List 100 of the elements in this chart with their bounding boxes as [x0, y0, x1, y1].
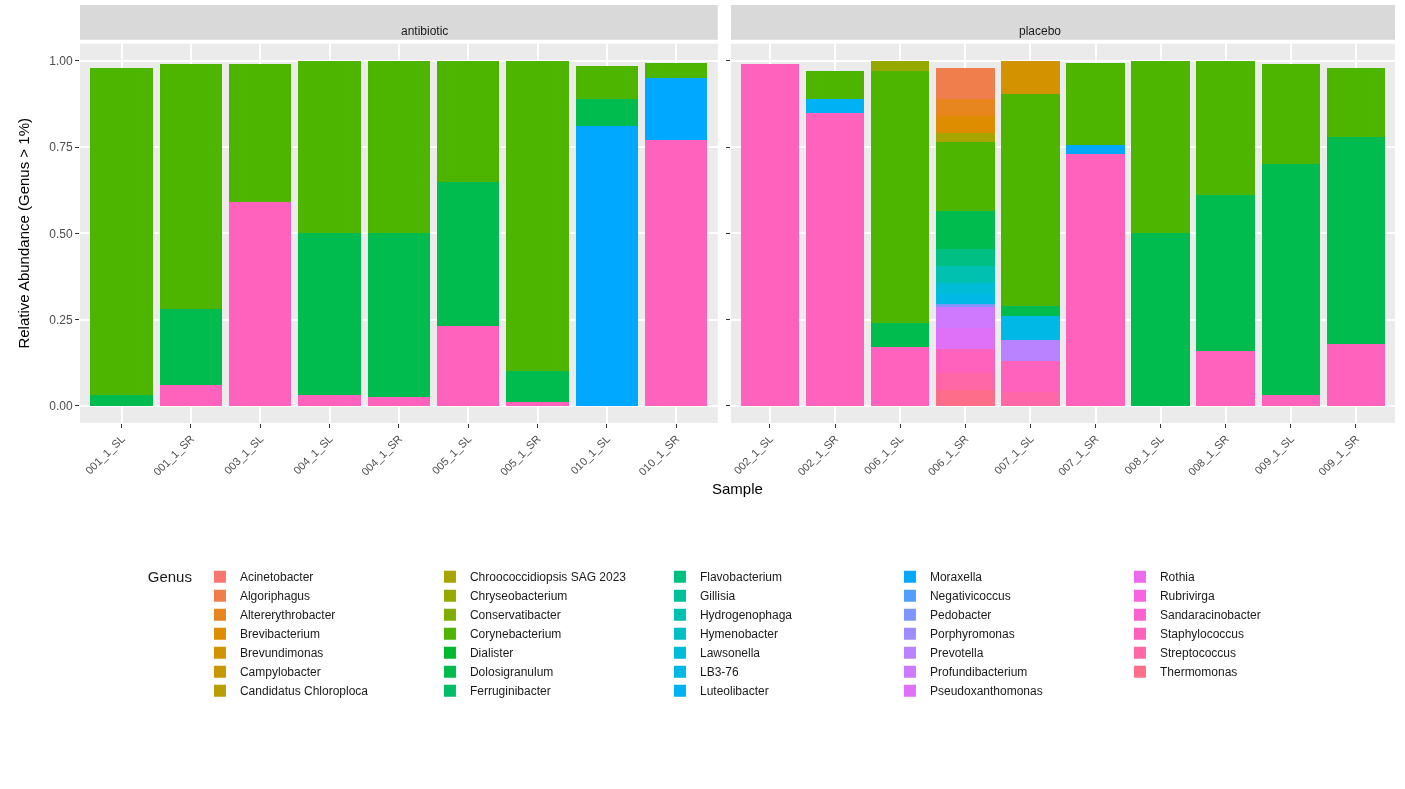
- bar: [936, 328, 995, 349]
- bar: [644, 140, 708, 406]
- bar: [936, 283, 995, 294]
- bar: [936, 248, 995, 267]
- bar: [936, 210, 995, 249]
- legend-label: Ferruginibacter: [469, 684, 551, 699]
- y-tick-label: 0.75: [49, 140, 73, 155]
- legend-label: Campylobacter: [239, 665, 321, 680]
- bar: [1001, 340, 1060, 361]
- bar: [936, 133, 995, 142]
- bar: [805, 98, 865, 113]
- legend-label: Candidatus Chloroploca: [239, 684, 369, 699]
- chart-title: placebo: [1019, 24, 1062, 38]
- legend-label: Prevotella: [929, 646, 984, 661]
- bar: [437, 181, 500, 327]
- bar: [298, 395, 361, 406]
- bar: [1001, 93, 1060, 306]
- legend-label: Gillisia: [699, 589, 736, 604]
- legend-label: Dolosigranulum: [469, 665, 554, 680]
- legend-title: Genus: [147, 567, 192, 585]
- bar: [1196, 350, 1256, 406]
- bar: [870, 322, 930, 348]
- bar: [1261, 164, 1321, 396]
- legend-label: Moraxella: [929, 570, 983, 585]
- legend-label: Rothia: [1159, 570, 1195, 585]
- bar: [298, 233, 361, 396]
- x-axis-title: Sample: [712, 480, 763, 497]
- bar: [936, 307, 995, 329]
- y-tick-label: 0.00: [49, 398, 73, 413]
- bar: [1131, 60, 1190, 234]
- bar: [437, 60, 500, 182]
- legend-label: Brevundimonas: [239, 646, 324, 661]
- bar: [229, 202, 292, 406]
- legend-label: Rubrivirga: [1159, 589, 1215, 604]
- legend-label: Corynebacterium: [469, 627, 562, 642]
- bar: [1001, 305, 1060, 317]
- bar: [936, 348, 995, 373]
- bar: [936, 67, 995, 99]
- bar: [575, 98, 639, 127]
- bar: [437, 326, 500, 406]
- legend-label: Thermomonas: [1159, 665, 1238, 680]
- legend-label: Conservatibacter: [469, 608, 561, 623]
- bar: [936, 266, 995, 284]
- bar: [936, 141, 995, 211]
- legend-label: Pseudoxanthomonas: [929, 684, 1043, 699]
- bar: [367, 397, 431, 406]
- bar: [936, 98, 995, 117]
- bar: [506, 402, 569, 406]
- bar: [506, 371, 569, 403]
- legend-label: Hymenobacter: [699, 627, 778, 642]
- legend-label: Pedobacter: [929, 608, 992, 623]
- bar: [1326, 136, 1386, 344]
- bar: [367, 233, 431, 398]
- bar: [936, 390, 995, 406]
- bar: [870, 347, 930, 406]
- bar: [1326, 67, 1386, 137]
- legend-label: Staphylococcus: [1159, 627, 1244, 642]
- bar: [1001, 316, 1060, 341]
- bar: [1326, 343, 1386, 406]
- bar: [1196, 195, 1256, 351]
- legend-label: Streptococcus: [1159, 646, 1236, 661]
- bar: [1001, 60, 1060, 94]
- y-tick-label: 1.00: [49, 54, 73, 69]
- chart-title: antibiotic: [401, 24, 449, 38]
- bar: [870, 60, 930, 72]
- legend-label: Chroococcidiopsis SAG 2023: [469, 570, 627, 585]
- bar: [1261, 64, 1321, 165]
- y-tick-label: 0.50: [49, 226, 73, 241]
- legend-label: Luteolibacter: [699, 684, 769, 699]
- bar: [506, 60, 569, 372]
- bar: [575, 126, 639, 406]
- bar: [90, 67, 153, 396]
- bar: [1001, 391, 1060, 406]
- legend-label: Chryseobacterium: [469, 589, 568, 604]
- y-axis-title: Relative Abundance (Genus > 1%): [15, 118, 33, 349]
- y-tick-label: 0.25: [49, 312, 73, 327]
- bar: [159, 309, 223, 386]
- bar: [936, 116, 995, 134]
- bar: [805, 112, 865, 406]
- bar: [936, 372, 995, 391]
- bar: [740, 64, 800, 406]
- legend-label: Lawsonella: [699, 646, 761, 661]
- legend-label: Brevibacterium: [239, 627, 320, 642]
- legend-label: Altererythrobacter: [239, 608, 336, 623]
- bar: [1066, 154, 1125, 406]
- bar: [1196, 60, 1256, 196]
- legend-label: Dialister: [469, 646, 514, 661]
- legend-label: Acinetobacter: [239, 570, 314, 585]
- bar: [159, 64, 223, 310]
- bar: [1066, 62, 1125, 146]
- bar: [936, 293, 995, 305]
- bar: [644, 78, 708, 141]
- bar: [367, 60, 431, 234]
- legend-label: Porphyromonas: [929, 627, 1015, 642]
- bar: [229, 64, 292, 203]
- bar: [90, 395, 153, 406]
- bar: [1261, 395, 1321, 406]
- bar: [805, 71, 865, 99]
- bar: [298, 60, 361, 234]
- legend-label: Hydrogenophaga: [699, 608, 793, 623]
